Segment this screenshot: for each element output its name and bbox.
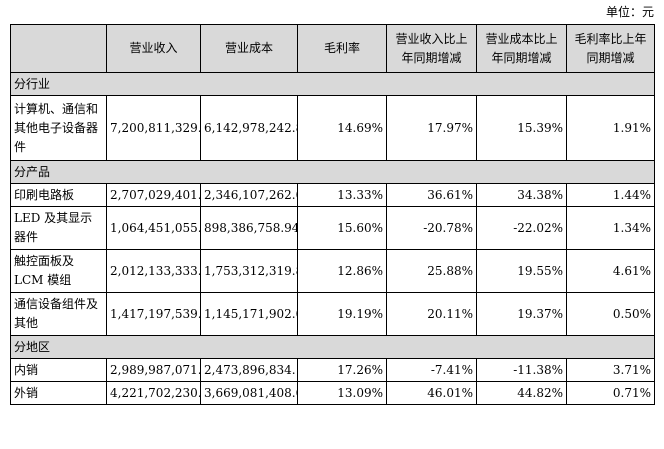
header-cost-change: 营业成本比上年同期增减 [476,24,567,73]
row-label: 印刷电路板 [10,183,107,207]
row-label: 外销 [10,381,107,405]
section-row-product: 分产品 [10,160,655,184]
revenue-cell: 2,012,133,333.11 [106,249,201,293]
table-row: 通信设备组件及其他 1,417,197,539.91 1,145,171,902… [10,292,655,336]
table-row: 印刷电路板 2,707,029,401.37 2,346,107,262.08 … [10,183,655,207]
cost-cell: 2,473,896,834.14 [200,358,298,382]
cost-change-cell: 34.38% [476,183,567,207]
revenue-change-cell: 20.11% [386,292,477,336]
section-row-industry: 分行业 [10,72,655,96]
header-margin: 毛利率 [297,24,387,73]
table-row: 触控面板及 LCM 模组 2,012,133,333.11 1,753,312,… [10,249,655,293]
margin-change-cell: 1.44% [566,183,655,207]
section-title: 分产品 [10,160,655,184]
margin-change-cell: 1.34% [566,206,655,250]
table-header-row: 营业收入 营业成本 毛利率 营业收入比上年同期增减 营业成本比上年同期增减 毛利… [10,24,655,73]
revenue-cell: 2,989,987,071.99 [106,358,201,382]
revenue-change-cell: -7.41% [386,358,477,382]
header-blank [10,24,107,73]
cost-cell: 1,145,171,902.00 [200,292,298,336]
revenue-change-cell: 46.01% [386,381,477,405]
row-label: 通信设备组件及其他 [10,292,107,336]
margin-change-cell: 0.50% [566,292,655,336]
margin-change-cell: 3.71% [566,358,655,382]
section-title: 分地区 [10,335,655,359]
margin-change-cell: 0.71% [566,381,655,405]
row-label: 计算机、通信和其他电子设备器件 [10,95,107,161]
cost-cell: 1,753,312,319.81 [200,249,298,293]
cost-change-cell: 19.37% [476,292,567,336]
margin-cell: 13.09% [297,381,387,405]
revenue-cell: 1,417,197,539.91 [106,292,201,336]
cost-cell: 898,386,758.94 [200,206,298,250]
margin-cell: 13.33% [297,183,387,207]
header-cost: 营业成本 [200,24,298,73]
revenue-cell: 1,064,451,055.46 [106,206,201,250]
cost-change-cell: 15.39% [476,95,567,161]
margin-cell: 14.69% [297,95,387,161]
revenue-change-cell: 25.88% [386,249,477,293]
row-label: 内销 [10,358,107,382]
cost-change-cell: -22.02% [476,206,567,250]
margin-cell: 15.60% [297,206,387,250]
revenue-change-cell: 17.97% [386,95,477,161]
cost-change-cell: 19.55% [476,249,567,293]
margin-cell: 19.19% [297,292,387,336]
revenue-cell: 7,200,811,329.85 [106,95,201,161]
cost-cell: 2,346,107,262.08 [200,183,298,207]
unit-label: 单位：元 [605,5,654,19]
revenue-cell: 2,707,029,401.37 [106,183,201,207]
margin-change-cell: 4.61% [566,249,655,293]
header-margin-change: 毛利率比上年同期增减 [566,24,655,73]
header-revenue-change: 营业收入比上年同期增减 [386,24,477,73]
table-row: 计算机、通信和其他电子设备器件 7,200,811,329.85 6,142,9… [10,95,655,161]
cost-change-cell: -11.38% [476,358,567,382]
margin-cell: 17.26% [297,358,387,382]
row-label: 触控面板及 LCM 模组 [10,249,107,293]
header-revenue: 营业收入 [106,24,201,73]
table-row: 内销 2,989,987,071.99 2,473,896,834.14 17.… [10,358,655,382]
revenue-change-cell: -20.78% [386,206,477,250]
row-label: LED 及其显示器件 [10,206,107,250]
section-row-region: 分地区 [10,335,655,359]
cost-cell: 3,669,081,408.69 [200,381,298,405]
table-row: LED 及其显示器件 1,064,451,055.46 898,386,758.… [10,206,655,250]
cost-change-cell: 44.82% [476,381,567,405]
margin-change-cell: 1.91% [566,95,655,161]
revenue-table: 营业收入 营业成本 毛利率 营业收入比上年同期增减 营业成本比上年同期增减 毛利… [10,24,655,405]
revenue-change-cell: 36.61% [386,183,477,207]
margin-cell: 12.86% [297,249,387,293]
section-title: 分行业 [10,72,655,96]
table-row: 外销 4,221,702,230.68 3,669,081,408.69 13.… [10,381,655,405]
cost-cell: 6,142,978,242.83 [200,95,298,161]
revenue-cell: 4,221,702,230.68 [106,381,201,405]
